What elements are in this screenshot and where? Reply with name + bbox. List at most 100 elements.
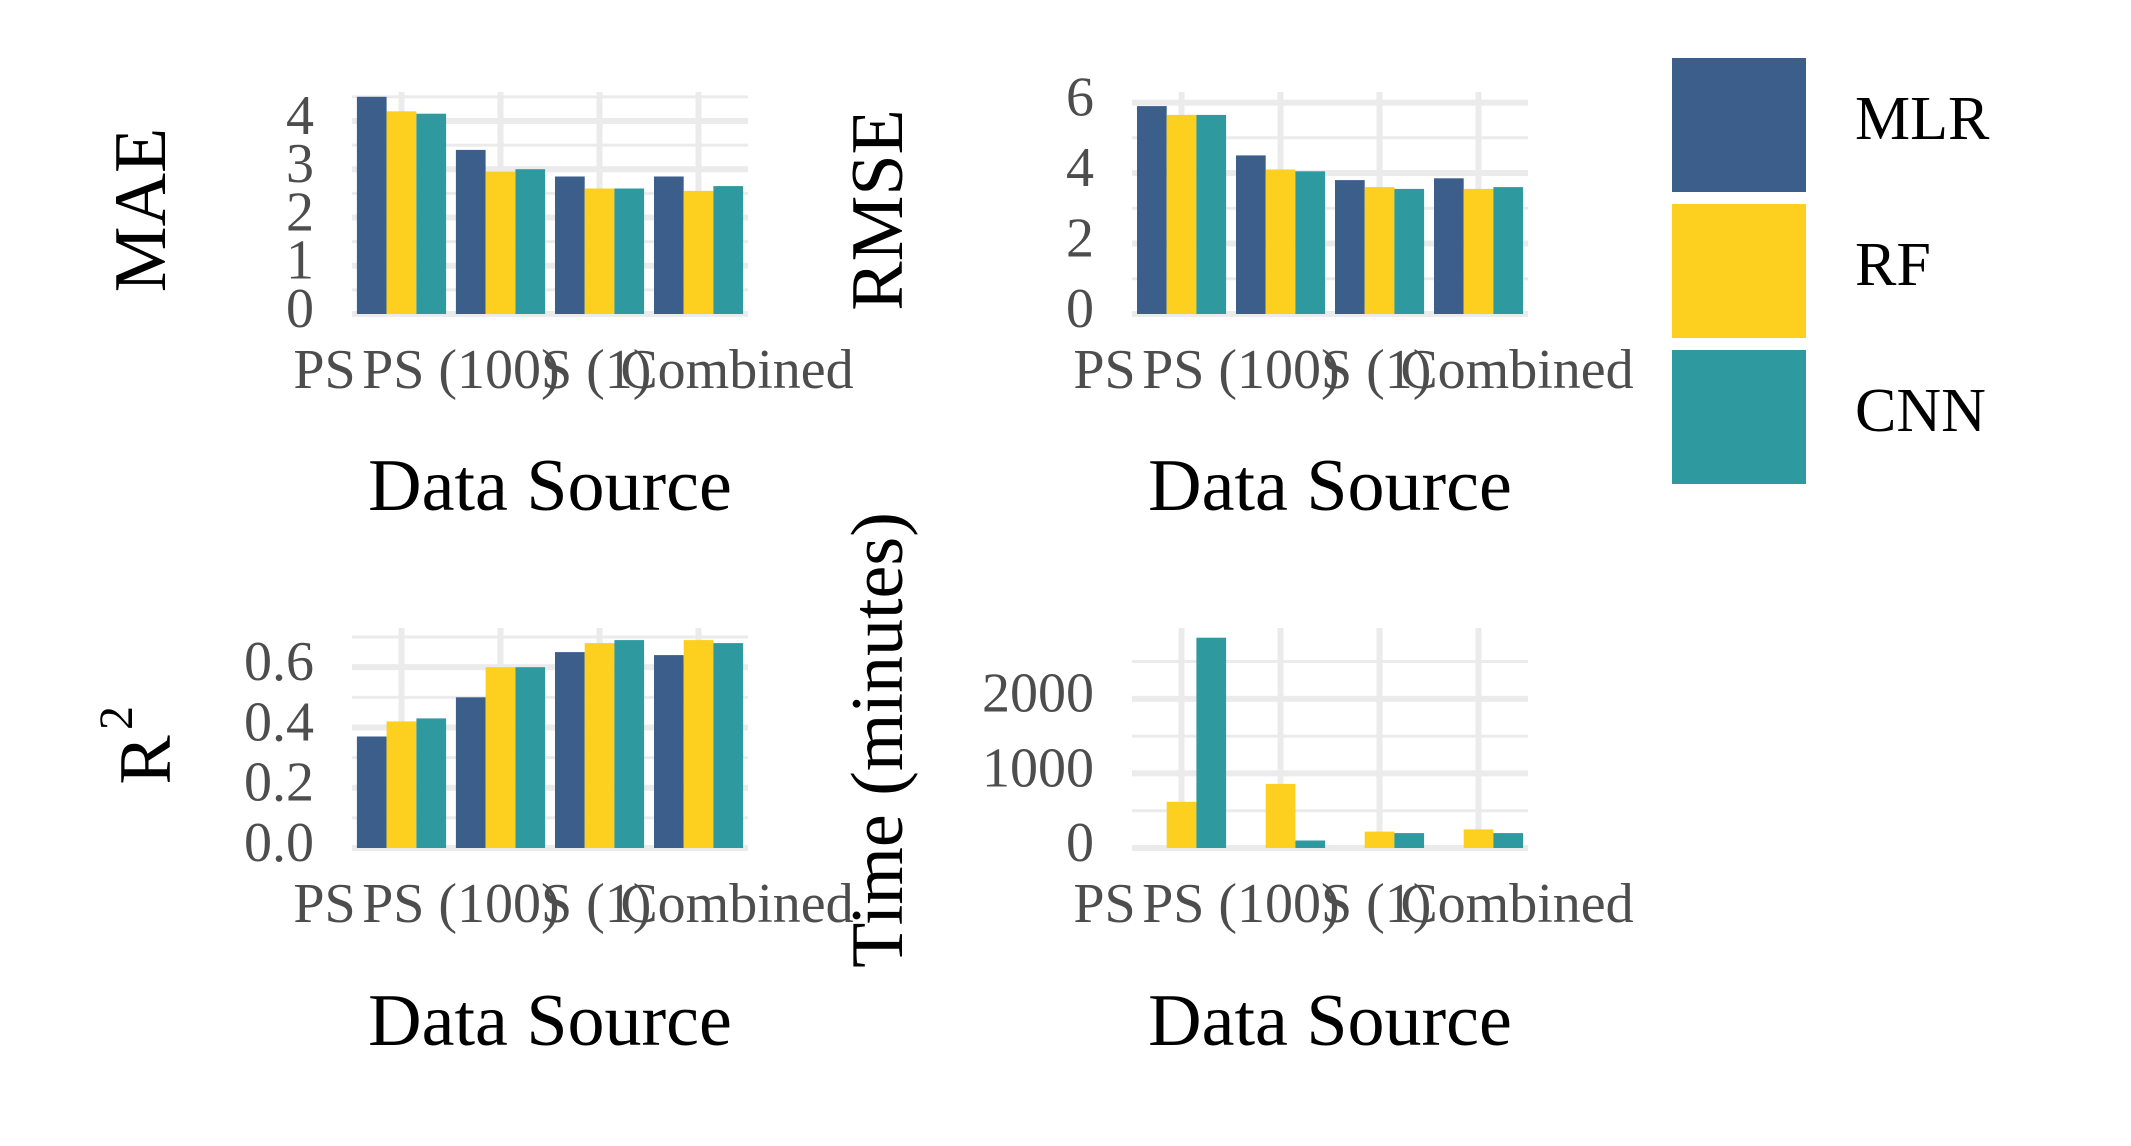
time-bar-rf-3	[1463, 829, 1494, 848]
r2-y-tick-3: 0.6	[244, 631, 314, 693]
mae-bar-rf-2	[584, 188, 615, 314]
rmse-bar-cnn-3	[1493, 187, 1524, 314]
legend-key-rf	[1672, 204, 1806, 338]
r2-x-axis-title: Data Source	[368, 980, 732, 1062]
mae-y-tick-3: 3	[286, 133, 314, 195]
mae-x-tick-3: Combined	[620, 339, 853, 401]
r2-bar-rf-3	[683, 640, 714, 848]
mae-bar-rf-0	[386, 111, 417, 314]
rmse-y-tick-1: 2	[1066, 207, 1094, 269]
r2-y-tick-1: 0.2	[244, 752, 314, 814]
r2-bar-mlr-2	[555, 652, 585, 848]
mae-x-tick-2: S (1)	[541, 339, 651, 401]
mae-panel: 0 1 2 3 4 PS PS (100) S (1) Combined Dat…	[100, 85, 854, 527]
legend-label-mlr: MLR	[1855, 85, 1990, 153]
rmse-y-ticks: 0 2 4 6	[1066, 66, 1094, 339]
r2-bar-cnn-1	[515, 667, 546, 848]
mae-bars	[356, 96, 744, 314]
time-y-ticks: 0 1000 2000	[982, 663, 1094, 874]
time-panel: 0 1000 2000 PS PS (100) S (1) Combined D…	[837, 512, 1634, 1062]
r2-y-ticks: 0.0 0.2 0.4 0.6	[244, 631, 314, 874]
rmse-bar-mlr-2	[1335, 180, 1365, 314]
mae-bar-rf-3	[683, 190, 714, 314]
rmse-bar-rf-2	[1364, 187, 1395, 314]
rmse-x-ticks: PS PS (100) S (1) Combined	[1073, 339, 1633, 401]
mae-bar-cnn-2	[614, 188, 645, 314]
rmse-y-tick-3: 6	[1066, 66, 1094, 128]
time-bar-cnn-2	[1394, 833, 1425, 848]
r2-bar-cnn-3	[713, 643, 744, 848]
mae-x-axis-title: Data Source	[368, 445, 732, 527]
time-x-ticks: PS PS (100) S (1) Combined	[1073, 873, 1633, 935]
r2-bar-mlr-0	[356, 736, 387, 848]
time-x-axis-title: Data Source	[1148, 980, 1512, 1062]
mae-y-tick-2: 2	[286, 181, 314, 243]
r2-x-tick-1: PS (100)	[362, 873, 560, 935]
rmse-x-axis-title: Data Source	[1148, 445, 1512, 527]
mae-y-tick-0: 0	[286, 278, 314, 340]
legend-label-cnn: CNN	[1855, 377, 1986, 445]
r2-bar-rf-2	[584, 643, 615, 848]
rmse-bar-cnn-2	[1394, 188, 1425, 314]
rmse-bar-rf-0	[1166, 114, 1197, 315]
rmse-bar-rf-3	[1463, 188, 1494, 314]
mae-bar-mlr-3	[654, 176, 684, 314]
rmse-bar-cnn-1	[1295, 171, 1326, 314]
mae-y-tick-4: 4	[286, 85, 314, 147]
r2-bar-rf-0	[386, 721, 417, 848]
r2-y-tick-2: 0.4	[244, 691, 314, 753]
mae-y-axis-title: MAE	[100, 128, 182, 292]
r2-x-tick-3: Combined	[620, 873, 853, 935]
r2-y-axis-title-superscript: 2	[90, 706, 143, 730]
r2-bar-cnn-2	[614, 640, 645, 848]
rmse-y-axis-title: RMSE	[837, 109, 919, 311]
time-y-axis-title: Time (minutes)	[837, 512, 919, 968]
time-bar-rf-2	[1364, 831, 1395, 848]
r2-y-axis-title-base: R	[105, 735, 187, 785]
legend-key-cnn	[1672, 350, 1806, 484]
time-bar-rf-1	[1265, 783, 1296, 848]
rmse-x-tick-1: PS (100)	[1142, 339, 1340, 401]
mae-bar-mlr-1	[455, 149, 486, 314]
rmse-panel: 0 2 4 6 PS PS (100) S (1) Combined Data …	[837, 66, 1634, 527]
mae-bar-mlr-2	[555, 176, 585, 314]
r2-bar-mlr-3	[654, 655, 684, 848]
r2-x-tick-2: S (1)	[541, 873, 651, 935]
r2-bars	[356, 640, 744, 848]
time-bar-rf-0	[1166, 801, 1197, 848]
r2-x-tick-0: PS	[293, 873, 355, 935]
mae-bar-cnn-0	[416, 113, 447, 314]
time-bar-cnn-3	[1493, 833, 1524, 848]
r2-x-ticks: PS PS (100) S (1) Combined	[293, 873, 853, 935]
r2-panel: 0.0 0.2 0.4 0.6 PS PS (100) S (1) Combin…	[90, 628, 854, 1062]
rmse-x-tick-3: Combined	[1400, 339, 1633, 401]
rmse-bar-rf-1	[1265, 169, 1296, 314]
time-x-tick-3: Combined	[1400, 873, 1633, 935]
r2-bar-rf-1	[485, 667, 516, 848]
mae-bar-cnn-1	[515, 169, 546, 314]
rmse-bars	[1137, 106, 1524, 315]
time-bar-cnn-1	[1295, 840, 1326, 848]
mae-y-tick-1: 1	[286, 230, 314, 292]
mae-x-tick-0: PS	[293, 339, 355, 401]
legend-key-mlr	[1672, 58, 1806, 192]
legend: MLR RF CNN	[1672, 58, 1990, 484]
rmse-bar-cnn-0	[1196, 114, 1227, 315]
rmse-y-tick-2: 4	[1066, 137, 1094, 199]
mae-bar-cnn-3	[713, 186, 744, 314]
time-x-tick-0: PS	[1073, 873, 1135, 935]
time-x-tick-1: PS (100)	[1142, 873, 1340, 935]
mae-bar-mlr-0	[356, 96, 387, 314]
rmse-bar-mlr-1	[1236, 155, 1266, 314]
mae-x-ticks: PS PS (100) S (1) Combined	[293, 339, 853, 401]
time-bar-cnn-0	[1196, 637, 1227, 848]
mae-bar-rf-1	[485, 171, 516, 314]
mae-x-tick-1: PS (100)	[362, 339, 560, 401]
time-y-tick-2: 2000	[982, 663, 1094, 725]
time-y-tick-0: 0	[1066, 812, 1094, 874]
r2-bar-mlr-1	[455, 697, 486, 848]
rmse-y-tick-0: 0	[1066, 278, 1094, 340]
rmse-x-tick-2: S (1)	[1321, 339, 1431, 401]
time-y-tick-1: 1000	[982, 737, 1094, 799]
